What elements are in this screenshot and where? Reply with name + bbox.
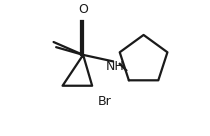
Text: NH: NH bbox=[105, 60, 124, 73]
Text: O: O bbox=[78, 3, 88, 16]
Text: Br: Br bbox=[98, 95, 112, 108]
